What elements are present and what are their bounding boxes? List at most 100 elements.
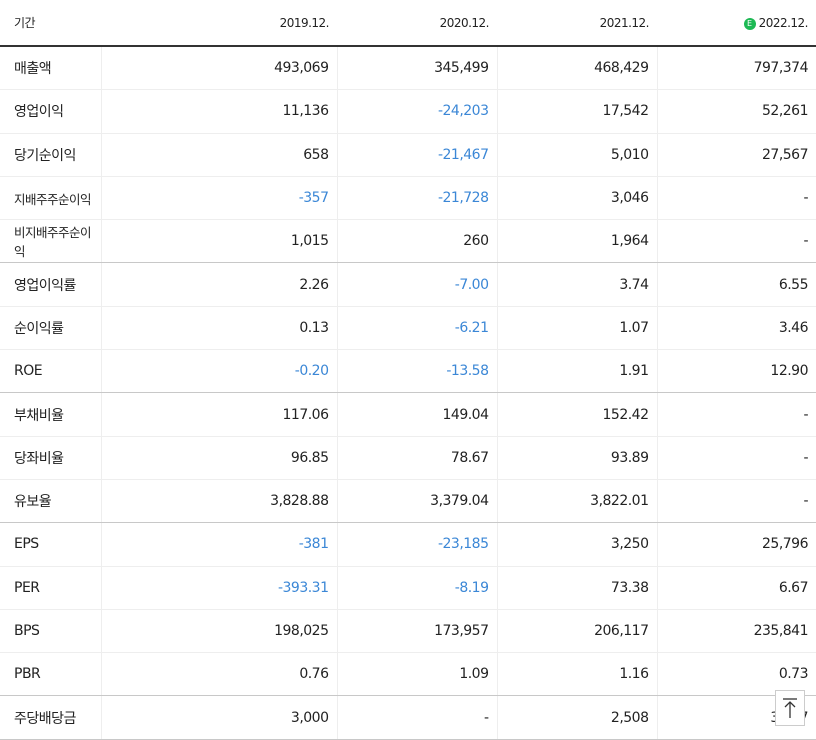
cell-value: 3,250	[497, 522, 658, 567]
cell-value: 173,957	[337, 609, 498, 654]
cell-value: 117.06	[101, 392, 338, 437]
cell-value: 1.07	[497, 306, 658, 351]
cell-value: 0.13	[101, 306, 338, 351]
cell-value: 152.42	[497, 392, 658, 437]
cell-value: 5,010	[497, 133, 658, 177]
cell-value: -23,185	[337, 522, 498, 567]
table-row: 순이익률 0.13 -6.21 1.07 3.46	[0, 306, 816, 351]
row-label: PER	[0, 566, 102, 610]
row-label: 지배주주순이익	[0, 176, 102, 221]
row-label: 당기순이익	[0, 133, 102, 177]
cell-value: 235,841	[657, 609, 816, 654]
header-period: 2021.12.	[497, 0, 657, 47]
table-row: ROE -0.20 -13.58 1.91 12.90	[0, 349, 816, 394]
cell-value: 260	[337, 219, 498, 264]
cell-value: 73.38	[497, 566, 658, 610]
cell-value: -	[337, 695, 498, 740]
cell-value: 493,069	[101, 46, 338, 91]
cell-value: 3,000	[101, 695, 338, 740]
row-label: 영업이익률	[0, 262, 102, 307]
cell-value: 206,117	[497, 609, 658, 654]
period-text: 2021.12.	[599, 15, 650, 30]
scroll-top-button[interactable]	[775, 690, 805, 726]
cell-value: -0.20	[101, 349, 338, 394]
cell-value: -393.31	[101, 566, 338, 610]
row-label: ROE	[0, 349, 102, 394]
table-row: PBR 0.76 1.09 1.16 0.73	[0, 652, 816, 697]
estimate-badge: E	[743, 17, 756, 30]
arrow-icon	[783, 698, 797, 718]
cell-value: -21,728	[337, 176, 498, 221]
table-row: 매출액 493,069 345,499 468,429 797,374	[0, 46, 816, 91]
row-label: 부채비율	[0, 392, 102, 437]
header-period: 2020.12.	[337, 0, 497, 47]
row-label: BPS	[0, 609, 102, 654]
cell-value: -7.00	[337, 262, 498, 307]
cell-value: 11,136	[101, 89, 338, 134]
cell-value: 52,261	[657, 89, 816, 134]
table-row: 유보율 3,828.88 3,379.04 3,822.01-	[0, 479, 816, 524]
cell-value: 6.55	[657, 262, 816, 307]
header-period: 2019.12.	[101, 0, 337, 47]
cell-value: -	[657, 479, 816, 524]
period-text: 2022.12.	[758, 15, 809, 30]
cell-value: -6.21	[337, 306, 498, 351]
row-label: 영업이익	[0, 89, 102, 134]
row-label: 당좌비율	[0, 436, 102, 480]
cell-value: 17,542	[497, 89, 658, 134]
period-text: 2019.12.	[279, 15, 330, 30]
cell-value: -	[657, 436, 816, 480]
row-label: EPS	[0, 522, 102, 567]
cell-value: 27,567	[657, 133, 816, 177]
table-row: 부채비율 117.06 149.04 152.42-	[0, 392, 816, 437]
table-row: PER -393.31 -8.19 73.38 6.67	[0, 566, 816, 610]
cell-value: 1.09	[337, 652, 498, 697]
table-row: 영업이익률 2.26 -7.00 3.74 6.55	[0, 262, 816, 307]
cell-value: 345,499	[337, 46, 498, 91]
cell-value: 78.67	[337, 436, 498, 480]
table-row: 당좌비율 96.85 78.67 93.89-	[0, 436, 816, 480]
cell-value: 1,964	[497, 219, 658, 264]
table-row: EPS -381 -23,185 3,250 25,796	[0, 522, 816, 567]
cell-value: 93.89	[497, 436, 658, 480]
period-text: 2020.12.	[439, 15, 490, 30]
cell-value: 0.73	[657, 652, 816, 697]
cell-value: 25,796	[657, 522, 816, 567]
cell-value: -	[657, 392, 816, 437]
table-row: 비지배주주순이익 1,015 260 1,964-	[0, 219, 816, 264]
cell-value: -357	[101, 176, 338, 221]
cell-value: 468,429	[497, 46, 658, 91]
cell-value: 149.04	[337, 392, 498, 437]
row-label: 유보율	[0, 479, 102, 524]
cell-value: 96.85	[101, 436, 338, 480]
table-row: 당기순이익 658 -21,467 5,010 27,567	[0, 133, 816, 177]
cell-value: 1.16	[497, 652, 658, 697]
cell-value: -13.58	[337, 349, 498, 394]
table-row: 영업이익 11,136 -24,203 17,542 52,261	[0, 89, 816, 134]
table-row: 지배주주순이익 -357 -21,728 3,046-	[0, 176, 816, 221]
cell-value: 3.74	[497, 262, 658, 307]
cell-value: -	[657, 176, 816, 221]
header-label: 기간	[0, 0, 101, 47]
cell-value: -	[657, 219, 816, 264]
cell-value: 797,374	[657, 46, 816, 91]
row-label: 순이익률	[0, 306, 102, 351]
cell-value: 3.46	[657, 306, 816, 351]
cell-value: 12.90	[657, 349, 816, 394]
cell-value: 3,828.88	[101, 479, 338, 524]
cell-value: -24,203	[337, 89, 498, 134]
row-label: 비지배주주순이익	[0, 219, 102, 264]
cell-value: 658	[101, 133, 338, 177]
cell-value: 1,015	[101, 219, 338, 264]
header-row: 기간 2019.12. 2020.12. 2021.12. E 2022.12.	[0, 0, 816, 47]
cell-value: 198,025	[101, 609, 338, 654]
cell-value: 6.67	[657, 566, 816, 610]
cell-value: -8.19	[337, 566, 498, 610]
cell-value: -381	[101, 522, 338, 567]
cell-value: -21,467	[337, 133, 498, 177]
row-label: 주당배당금	[0, 695, 102, 740]
cell-value: 2,508	[497, 695, 658, 740]
